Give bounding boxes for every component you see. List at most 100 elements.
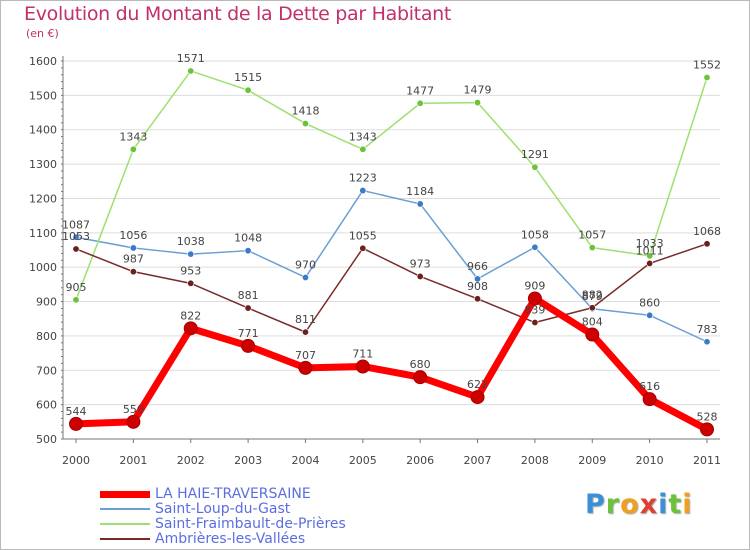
data-label: 1055 — [349, 229, 377, 242]
data-label: 1033 — [636, 237, 664, 250]
data-point — [359, 244, 367, 252]
data-label: 1223 — [349, 172, 377, 185]
legend-swatch — [100, 538, 150, 540]
x-tick-label: 2000 — [62, 454, 90, 467]
y-tick-label: 1100 — [29, 227, 57, 240]
data-point — [474, 99, 482, 107]
data-label: 811 — [295, 313, 316, 326]
y-tick-label: 700 — [36, 364, 57, 377]
data-point — [187, 250, 195, 258]
legend-item: Ambrières-les-Vallées — [100, 531, 400, 547]
legend-swatch — [100, 508, 150, 510]
data-label: 783 — [697, 323, 718, 336]
data-point — [527, 291, 542, 306]
y-tick-label: 900 — [36, 296, 57, 309]
legend-swatch — [100, 490, 150, 498]
data-point — [126, 414, 141, 429]
data-label: 1291 — [521, 148, 549, 161]
data-point — [69, 416, 83, 431]
data-label: 1056 — [119, 229, 147, 242]
legend-label: Ambrières-les-Vallées — [155, 531, 306, 547]
brand-letter: i — [658, 489, 669, 520]
data-point — [470, 390, 485, 405]
data-point — [72, 245, 80, 253]
data-label: 804 — [582, 316, 603, 329]
data-point — [187, 279, 195, 287]
data-label: 882 — [582, 289, 603, 302]
brand-letter: r — [605, 489, 621, 520]
data-label: 860 — [639, 296, 660, 309]
legend-label: Saint-Loup-du-Gast — [155, 501, 291, 517]
data-label: 1571 — [177, 52, 205, 65]
data-label: 1418 — [291, 105, 319, 118]
data-point — [531, 243, 539, 251]
data-label: 1184 — [406, 185, 434, 198]
data-label: 1343 — [119, 130, 147, 143]
data-point — [700, 422, 714, 437]
brand-letter: i — [682, 489, 693, 520]
data-point — [355, 359, 370, 374]
brand-letter: x — [639, 489, 659, 520]
data-label: 1057 — [578, 229, 606, 242]
data-label: 707 — [295, 349, 316, 362]
brand-logo: Proxiti — [585, 489, 693, 520]
x-tick-label: 2002 — [177, 454, 205, 467]
data-point — [298, 360, 313, 375]
data-label: 1479 — [464, 84, 492, 97]
data-label: 1053 — [62, 230, 90, 243]
series-line — [75, 189, 708, 343]
data-point — [703, 73, 711, 81]
data-point — [244, 304, 252, 312]
y-tick-label: 1200 — [29, 192, 57, 205]
data-label: 953 — [180, 264, 201, 277]
data-point — [187, 67, 195, 75]
y-tick-label: 1600 — [29, 55, 57, 68]
data-label: 616 — [639, 380, 660, 393]
data-label: 973 — [410, 257, 431, 270]
data-point — [413, 370, 428, 385]
data-point — [129, 145, 137, 153]
chart-unit: (en €) — [26, 27, 59, 40]
y-tick-label: 1500 — [29, 89, 57, 102]
data-point — [531, 163, 539, 171]
data-point — [72, 233, 80, 241]
data-label: 987 — [123, 253, 144, 266]
data-label: 1087 — [62, 218, 90, 231]
legend-label: LA HAIE-TRAVERSAINE — [155, 486, 311, 502]
data-point — [531, 319, 539, 327]
data-label: 1058 — [521, 228, 549, 241]
data-label: 966 — [467, 260, 488, 273]
x-tick-label: 2003 — [234, 454, 262, 467]
data-label: 908 — [467, 280, 488, 293]
data-label: 711 — [352, 347, 373, 360]
data-label: 881 — [238, 289, 259, 302]
data-label: 905 — [66, 281, 87, 294]
data-label: 680 — [410, 358, 431, 371]
data-label: 879 — [582, 290, 603, 303]
data-label: 1343 — [349, 130, 377, 143]
data-label: 1048 — [234, 232, 262, 245]
data-label: 909 — [524, 279, 545, 292]
brand-letter: t — [668, 489, 683, 520]
data-point — [585, 327, 600, 342]
data-label: 1011 — [636, 244, 664, 257]
data-label: 970 — [295, 258, 316, 271]
data-point — [241, 338, 256, 353]
data-point — [244, 247, 252, 255]
data-label: 1477 — [406, 84, 434, 97]
y-tick-label: 800 — [36, 330, 57, 343]
data-point — [301, 328, 309, 336]
x-tick-label: 2004 — [291, 454, 319, 467]
y-tick-label: 1000 — [29, 261, 57, 274]
data-label: 771 — [238, 327, 259, 340]
x-tick-label: 2006 — [406, 454, 434, 467]
data-label: 1515 — [234, 71, 262, 84]
data-point — [244, 86, 252, 94]
data-point — [703, 338, 711, 346]
legend-item: Saint-Loup-du-Gast — [100, 501, 400, 517]
data-point — [416, 272, 424, 280]
data-label: 822 — [180, 309, 201, 322]
x-tick-label: 2007 — [464, 454, 492, 467]
data-point — [416, 200, 424, 208]
x-tick-label: 2005 — [349, 454, 377, 467]
